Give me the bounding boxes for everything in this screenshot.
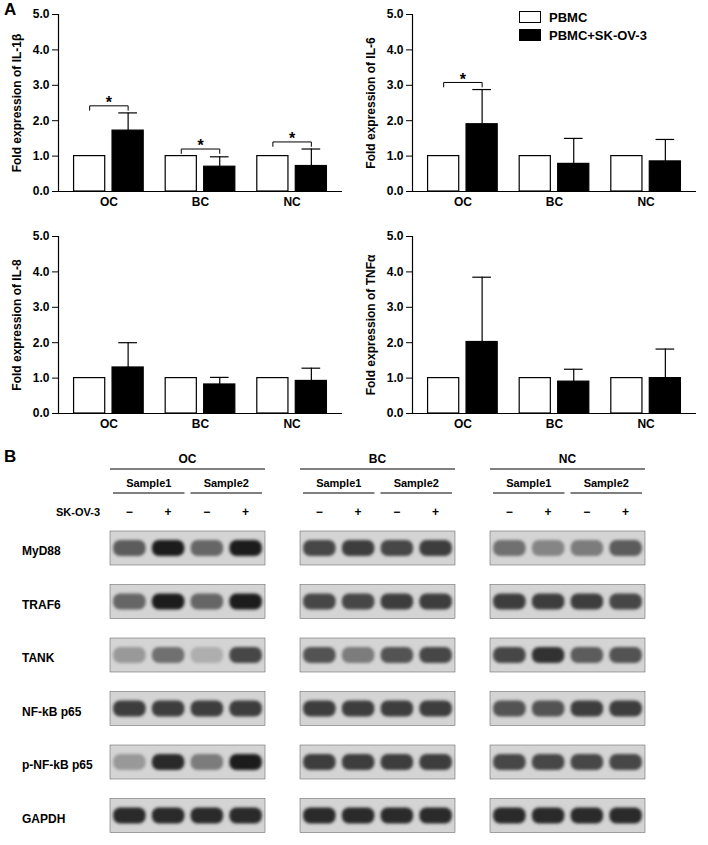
svg-text:+: + <box>622 505 629 519</box>
svg-text:2.0: 2.0 <box>33 336 50 350</box>
svg-text:Sample2: Sample2 <box>204 477 249 489</box>
svg-text:3.0: 3.0 <box>387 300 404 314</box>
svg-text:Sample1: Sample1 <box>316 477 361 489</box>
svg-text:NC: NC <box>559 452 577 466</box>
svg-text:−: − <box>583 505 590 519</box>
svg-text:−: − <box>203 505 210 519</box>
svg-text:3.0: 3.0 <box>33 78 50 92</box>
svg-text:5.0: 5.0 <box>387 229 404 243</box>
svg-text:+: + <box>242 505 249 519</box>
svg-text:BC: BC <box>369 452 387 466</box>
svg-text:1.0: 1.0 <box>33 371 50 385</box>
svg-text:OC: OC <box>100 417 118 431</box>
svg-text:NC: NC <box>637 195 655 209</box>
svg-text:BC: BC <box>546 417 564 431</box>
svg-text:TANK: TANK <box>22 651 55 665</box>
svg-text:−: − <box>126 505 133 519</box>
svg-text:+: + <box>355 505 362 519</box>
svg-text:+: + <box>432 505 439 519</box>
svg-text:OC: OC <box>454 417 472 431</box>
svg-text:OC: OC <box>100 195 118 209</box>
svg-text:−: − <box>506 505 513 519</box>
svg-text:−: − <box>316 505 323 519</box>
svg-text:BC: BC <box>192 195 210 209</box>
svg-text:p-NF-kB p65: p-NF-kB p65 <box>22 758 93 772</box>
svg-text:BC: BC <box>546 195 564 209</box>
svg-text:*: * <box>289 130 296 147</box>
svg-text:4.0: 4.0 <box>387 43 404 57</box>
svg-text:2.0: 2.0 <box>387 114 404 128</box>
svg-text:Fold expression of IL-6: Fold expression of IL-6 <box>364 37 378 169</box>
svg-text:−: − <box>393 505 400 519</box>
svg-text:3.0: 3.0 <box>33 300 50 314</box>
svg-text:Sample2: Sample2 <box>584 477 629 489</box>
html-text:PBMC: PBMC <box>549 9 588 25</box>
svg-text:*: * <box>106 94 113 111</box>
svg-text:*: * <box>197 137 204 154</box>
svg-text:*: * <box>460 71 467 88</box>
svg-text:Fold expression of IL-1β: Fold expression of IL-1β <box>10 34 24 173</box>
svg-text:Sample1: Sample1 <box>506 477 551 489</box>
html-text:PBMC+SK-OV-3: PBMC+SK-OV-3 <box>549 27 647 43</box>
svg-text:MyD88: MyD88 <box>22 544 61 558</box>
svg-text:0.0: 0.0 <box>33 184 50 198</box>
svg-text:+: + <box>545 505 552 519</box>
svg-text:1.0: 1.0 <box>387 371 404 385</box>
svg-text:5.0: 5.0 <box>33 229 50 243</box>
svg-text:0.0: 0.0 <box>387 406 404 420</box>
svg-text:Fold expression of TNFα: Fold expression of TNFα <box>364 254 378 395</box>
svg-text:Fold expression of IL-8: Fold expression of IL-8 <box>10 259 24 391</box>
svg-text:5.0: 5.0 <box>33 7 50 21</box>
svg-text:TRAF6: TRAF6 <box>22 598 61 612</box>
html-text:B: B <box>4 447 17 466</box>
svg-text:4.0: 4.0 <box>33 265 50 279</box>
svg-text:4.0: 4.0 <box>387 265 404 279</box>
html-text:A: A <box>4 0 17 19</box>
svg-text:Sample2: Sample2 <box>394 477 439 489</box>
svg-text:2.0: 2.0 <box>33 114 50 128</box>
svg-text:SK-OV-3: SK-OV-3 <box>56 506 100 518</box>
svg-text:4.0: 4.0 <box>33 43 50 57</box>
svg-text:OC: OC <box>454 195 472 209</box>
svg-text:Sample1: Sample1 <box>126 477 171 489</box>
svg-text:1.0: 1.0 <box>33 149 50 163</box>
svg-text:NC: NC <box>637 417 655 431</box>
svg-text:0.0: 0.0 <box>387 184 404 198</box>
svg-text:BC: BC <box>192 417 210 431</box>
svg-text:GAPDH: GAPDH <box>22 812 65 826</box>
svg-text:5.0: 5.0 <box>387 7 404 21</box>
svg-text:0.0: 0.0 <box>33 406 50 420</box>
svg-text:1.0: 1.0 <box>387 149 404 163</box>
svg-text:NF-kB p65: NF-kB p65 <box>22 705 82 719</box>
svg-text:NC: NC <box>283 195 301 209</box>
svg-text:2.0: 2.0 <box>387 336 404 350</box>
svg-text:+: + <box>165 505 172 519</box>
svg-text:3.0: 3.0 <box>387 78 404 92</box>
svg-text:NC: NC <box>283 417 301 431</box>
svg-text:OC: OC <box>179 452 197 466</box>
